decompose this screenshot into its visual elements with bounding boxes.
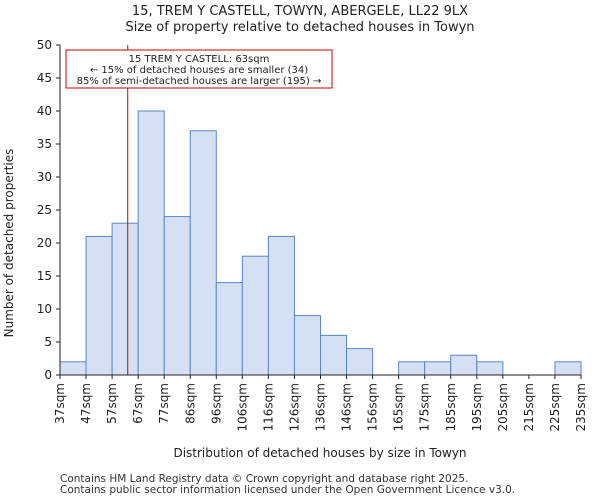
footer-line-2: Contains public sector information licen… — [60, 484, 516, 496]
annotation-box — [65, 49, 333, 89]
x-tick-label: 116sqm — [261, 383, 275, 431]
annotation-line-1: 15 TREM Y CASTELL: 63sqm — [129, 54, 270, 65]
x-tick-label: 175sqm — [418, 383, 432, 431]
y-axis-label: Number of detached properties — [2, 149, 16, 338]
bar-175sqm — [424, 361, 452, 376]
annotation-line-2: ← 15% of detached houses are smaller (34… — [90, 65, 308, 76]
chart-subtitle: Size of property relative to detached ho… — [125, 20, 475, 35]
x-axis-label: Distribution of detached houses by size … — [173, 446, 466, 460]
x-tick-label: 205sqm — [496, 383, 510, 431]
y-tick-label: 30 — [37, 170, 52, 184]
bar-225sqm — [554, 361, 582, 376]
bar-37sqm — [59, 361, 87, 376]
x-tick-label: 57sqm — [105, 383, 119, 424]
bar-106sqm — [241, 255, 269, 376]
bar-116sqm — [267, 235, 295, 376]
x-tick-label: 215sqm — [522, 383, 536, 431]
bar-195sqm — [476, 361, 504, 376]
bar-165sqm — [398, 361, 426, 376]
x-tick-label: 106sqm — [235, 383, 249, 431]
y-tick-label: 5 — [44, 335, 52, 349]
x-tick-label: 37sqm — [53, 383, 67, 424]
x-tick-label: 225sqm — [548, 383, 562, 431]
bar-67sqm — [137, 110, 165, 376]
bar-47sqm — [85, 235, 113, 376]
y-tick-label: 15 — [37, 269, 52, 283]
x-tick-label: 96sqm — [209, 383, 223, 424]
x-tick-label: 146sqm — [340, 383, 354, 431]
y-tick-label: 20 — [37, 236, 52, 250]
x-tick-label: 126sqm — [287, 383, 301, 431]
bar-57sqm — [111, 222, 139, 376]
x-tick-label: 235sqm — [574, 383, 588, 431]
annotation-line-3: 85% of semi-detached houses are larger (… — [77, 76, 322, 87]
y-tick-label: 50 — [37, 38, 52, 52]
bar-185sqm — [450, 354, 478, 376]
bar-126sqm — [293, 315, 322, 376]
y-tick-label: 35 — [37, 137, 52, 151]
y-tick-label: 25 — [37, 203, 52, 217]
bar-86sqm — [189, 130, 217, 376]
x-tick-label: 77sqm — [157, 383, 171, 424]
x-tick-label: 47sqm — [79, 383, 93, 424]
y-tick-label: 10 — [37, 302, 52, 316]
bar-96sqm — [215, 282, 243, 376]
x-tick-label: 195sqm — [470, 383, 484, 431]
y-tick-label: 40 — [37, 104, 52, 118]
x-tick-label: 136sqm — [314, 383, 328, 431]
bar-146sqm — [346, 348, 374, 376]
chart-title: 15, TREM Y CASTELL, TOWYN, ABERGELE, LL2… — [131, 4, 469, 19]
x-tick-label: 165sqm — [392, 383, 406, 431]
x-tick-label: 156sqm — [366, 383, 380, 431]
y-tick-label: 0 — [44, 368, 52, 382]
footer-line-1: Contains HM Land Registry data © Crown c… — [60, 473, 469, 485]
bar-77sqm — [163, 216, 191, 376]
bars-group — [59, 110, 582, 376]
x-tick-label: 67sqm — [131, 383, 145, 424]
x-ticks-group: 37sqm 47sqm 57sqm 67sqm 77sqm 86sqm 96sqm 106sq… — [53, 375, 588, 431]
y-tick-label: 45 — [37, 71, 52, 85]
bar-136sqm — [320, 334, 348, 376]
y-ticks-group: 0 5 10 15 20 25 30 35 40 45 50 — [37, 38, 60, 382]
x-tick-label: 86sqm — [183, 383, 197, 424]
x-tick-label: 185sqm — [444, 383, 458, 431]
